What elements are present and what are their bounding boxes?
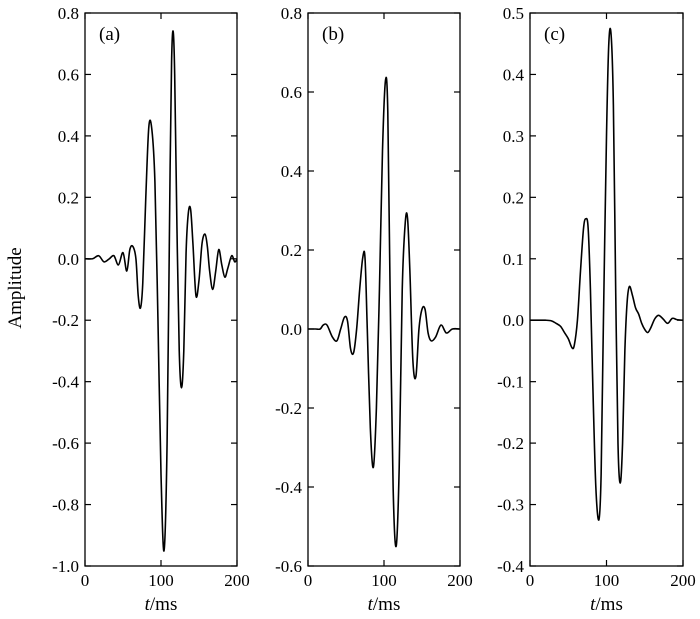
x-axis-title-unit: /ms [150, 594, 177, 615]
y-tick-label: 0.5 [503, 4, 524, 23]
y-tick-label: 0.6 [58, 65, 79, 84]
y-tick-label: 0.0 [503, 311, 524, 330]
x-axis-title-unit: /ms [595, 594, 622, 615]
panel-c: 0.5 0.4 0.3 0.2 0.1 0.0 -0.1 -0.2 -0.3 -0.40 100 20… [497, 4, 696, 615]
x-axis-title-var: t [145, 594, 151, 615]
plot-frame [529, 12, 684, 567]
y-tick-label: 0.1 [503, 250, 524, 269]
y-tick-label: 0.8 [58, 4, 79, 23]
x-tick-label: 100 [371, 571, 397, 590]
y-tick-label: 0.2 [281, 241, 302, 260]
y-tick-label: 0.0 [281, 320, 302, 339]
x-tick-label: 0 [526, 571, 535, 590]
waveform-line [84, 30, 238, 552]
y-tick-label: -0.8 [52, 496, 79, 515]
y-tick-label: 0.0 [58, 250, 79, 269]
y-tick-label: -0.6 [275, 557, 302, 576]
panel-label: (b) [322, 24, 344, 45]
y-tick-label: -0.2 [275, 399, 302, 418]
waveform-line [530, 27, 684, 521]
y-tick-label: -0.3 [497, 496, 524, 515]
x-axis-title: t/ms [368, 594, 401, 615]
x-axis-title: t/ms [590, 594, 623, 615]
x-tick-label: 100 [594, 571, 620, 590]
panel-b: 0.8 0.6 0.4 0.2 0.0 -0.2 -0.4 -0.60 100 200 t/ms (b… [275, 4, 473, 615]
waveform-line [308, 76, 461, 548]
x-tick-label: 0 [304, 571, 313, 590]
y-tick-label: -0.1 [497, 373, 524, 392]
y-tick-label: 0.2 [58, 188, 79, 207]
x-axis-title-var: t [590, 594, 596, 615]
y-tick-label: 0.2 [503, 188, 524, 207]
x-axis-title-var: t [368, 594, 374, 615]
y-tick-label: -0.2 [52, 311, 79, 330]
y-tick-label: 0.6 [281, 83, 302, 102]
x-axis-title: t/ms [145, 594, 178, 615]
x-tick-label: 200 [447, 571, 473, 590]
panel-a: 0.8 0.6 0.4 0.2 0.0 -0.2 -0.4 -0.6 -0.8 -1.00 100 2… [52, 4, 250, 615]
y-tick-label: -0.4 [275, 478, 302, 497]
y-tick-label: 0.3 [503, 127, 524, 146]
y-tick-label: -0.4 [52, 373, 79, 392]
panel-label: (a) [99, 24, 120, 45]
x-tick-label: 0 [81, 571, 90, 590]
panel-label: (c) [544, 24, 565, 45]
y-tick-label: 0.4 [503, 65, 525, 84]
panels: 0.80.60.40.20.0-0.2-0.4-0.6-0.8-1.00 100 2… [52, 4, 696, 615]
y-tick-label: -0.4 [497, 557, 524, 576]
x-tick-label: 200 [670, 571, 696, 590]
y-tick-label: 0.4 [281, 162, 303, 181]
y-tick-label: -0.2 [497, 434, 524, 453]
y-tick-label: 0.8 [281, 4, 302, 23]
x-tick-label: 100 [148, 571, 174, 590]
y-axis-title: Amplitude [5, 247, 26, 328]
x-tick-label: 200 [224, 571, 250, 590]
y-tick-label: -1.0 [52, 557, 79, 576]
y-tick-label: 0.4 [58, 127, 80, 146]
x-axis-title-unit: /ms [373, 594, 400, 615]
y-tick-label: -0.6 [52, 434, 79, 453]
